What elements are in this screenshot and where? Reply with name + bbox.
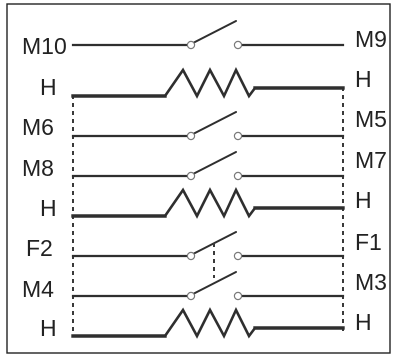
right-label-m9: M9 (355, 26, 387, 52)
right-label-h-3: H (355, 309, 372, 335)
right-label-h-2: H (355, 187, 372, 213)
terminal-labels: M10 H M6 M8 H F2 M4 H M9 H M5 M7 H F1 M3… (22, 26, 387, 341)
heater-resistor-7-h-h (163, 306, 257, 339)
switch-contact-right-0-m10-m9 (233, 40, 243, 50)
left-label-m10: M10 (22, 33, 67, 59)
left-label-m8: M8 (22, 155, 54, 181)
right-label-m3: M3 (355, 269, 387, 295)
switch-contact-left-3-m8-m7 (186, 171, 196, 181)
switch-contact-right-3-m8-m7 (233, 171, 243, 181)
switch-contact-right-2-m6-m5 (233, 131, 243, 141)
switch-blade-6-m4-m3 (192, 271, 237, 295)
heater-resistor-1-h-h (163, 66, 257, 99)
left-label-h-3: H (40, 315, 57, 341)
switch-contact-left-0-m10-m9 (186, 40, 196, 50)
switch-contact-left-6-m4-m3 (186, 291, 196, 301)
switch-blade-0-m10-m9 (192, 20, 237, 44)
left-label-f2: F2 (26, 235, 53, 261)
switch-contact-right-6-m4-m3 (233, 291, 243, 301)
left-label-h-2: H (40, 195, 57, 221)
heater-resistor-4-h-h (163, 186, 257, 219)
switch-blade-3-m8-m7 (192, 151, 237, 175)
switch-contact-left-2-m6-m5 (186, 131, 196, 141)
right-label-m5: M5 (355, 106, 387, 132)
right-label-f1: F1 (355, 229, 382, 255)
switch-blade-2-m6-m5 (192, 111, 237, 135)
circuit-rows (71, 20, 345, 339)
switch-contact-left-5-f2-f1 (186, 251, 196, 261)
left-label-m6: M6 (22, 114, 54, 140)
diagram-frame (6, 3, 391, 354)
right-label-h-1: H (355, 66, 372, 92)
left-label-h-1: H (40, 74, 57, 100)
switch-contact-right-5-f2-f1 (233, 251, 243, 261)
right-label-m7: M7 (355, 147, 387, 173)
left-label-m4: M4 (22, 276, 54, 302)
